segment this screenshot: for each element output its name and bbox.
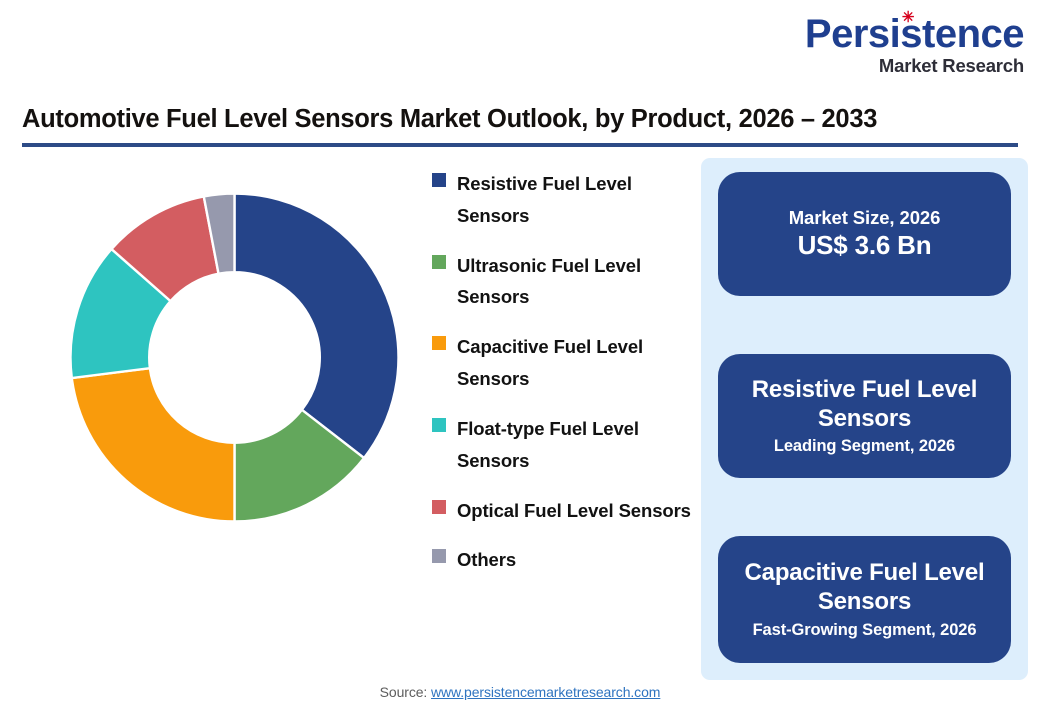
legend-item-optical[interactable]: Optical Fuel Level Sensors — [432, 495, 694, 527]
leading-segment-title: Resistive Fuel Level Sensors — [751, 375, 978, 432]
legend-item-others[interactable]: Others — [432, 544, 694, 576]
leading-segment-subtitle: Leading Segment, 2026 — [773, 437, 956, 456]
page-title: Automotive Fuel Level Sensors Market Out… — [22, 105, 878, 133]
leading-segment-card: Resistive Fuel Level Sensors Leading Seg… — [718, 354, 1011, 478]
legend-item-label: Ultrasonic Fuel Level Sensors — [457, 254, 641, 308]
legend-swatch-icon — [432, 336, 446, 351]
legend-item-capacitive[interactable]: Capacitive Fuel Level Sensors — [432, 331, 694, 395]
fast-growing-segment-card: Capacitive Fuel Level Sensors Fast-Growi… — [718, 536, 1011, 663]
market-size-card: Market Size, 2026 US$ 3.6 Bn — [718, 172, 1011, 296]
brand-name-text: Persistence — [804, 12, 1025, 56]
legend-item-label: Optical Fuel Level Sensors — [457, 499, 691, 521]
legend-swatch-icon — [432, 549, 446, 564]
title-divider — [22, 143, 1018, 147]
brand-logo: Persistence ✳ Market Research — [788, 10, 1025, 76]
donut-slice[interactable] — [233, 192, 400, 460]
highlights-panel: Market Size, 2026 US$ 3.6 Bn Resistive F… — [701, 158, 1028, 680]
legend-item-label: Float-type Fuel Level Sensors — [457, 417, 639, 471]
legend-item-resistive[interactable]: Resistive Fuel Level Sensors — [432, 168, 694, 232]
legend-item-label: Resistive Fuel Level Sensors — [457, 173, 632, 226]
source-line: Source: www.persistencemarketresearch.co… — [0, 684, 1040, 700]
market-size-label: Market Size, 2026 — [788, 206, 941, 228]
donut-chart-svg — [69, 192, 400, 523]
market-size-value: US$ 3.6 Bn — [797, 229, 932, 260]
legend-swatch-icon — [432, 173, 446, 187]
chart-legend: Resistive Fuel Level Sensors Ultrasonic … — [432, 168, 694, 594]
brand-name: Persistence ✳ — [804, 10, 1025, 56]
legend-item-label: Capacitive Fuel Level Sensors — [457, 336, 644, 390]
legend-swatch-icon — [432, 417, 446, 432]
source-link[interactable]: www.persistencemarketresearch.com — [431, 684, 661, 700]
brand-tagline: Market Research — [878, 55, 1024, 76]
source-prefix: Source: — [379, 684, 431, 700]
donut-slice[interactable] — [202, 192, 236, 276]
title-block: Automotive Fuel Level Sensors Market Out… — [22, 105, 1018, 147]
donut-slice[interactable] — [70, 366, 236, 523]
legend-item-label: Others — [457, 549, 517, 571]
legend-swatch-icon — [432, 499, 446, 514]
fast-growing-segment-title: Capacitive Fuel Level Sensors — [744, 559, 985, 616]
fast-growing-segment-subtitle: Fast-Growing Segment, 2026 — [752, 620, 977, 639]
donut-chart — [62, 185, 407, 530]
legend-item-float-type[interactable]: Float-type Fuel Level Sensors — [432, 413, 694, 477]
donut-slice-group — [69, 192, 400, 523]
legend-swatch-icon — [432, 254, 446, 269]
legend-item-ultrasonic[interactable]: Ultrasonic Fuel Level Sensors — [432, 250, 694, 314]
